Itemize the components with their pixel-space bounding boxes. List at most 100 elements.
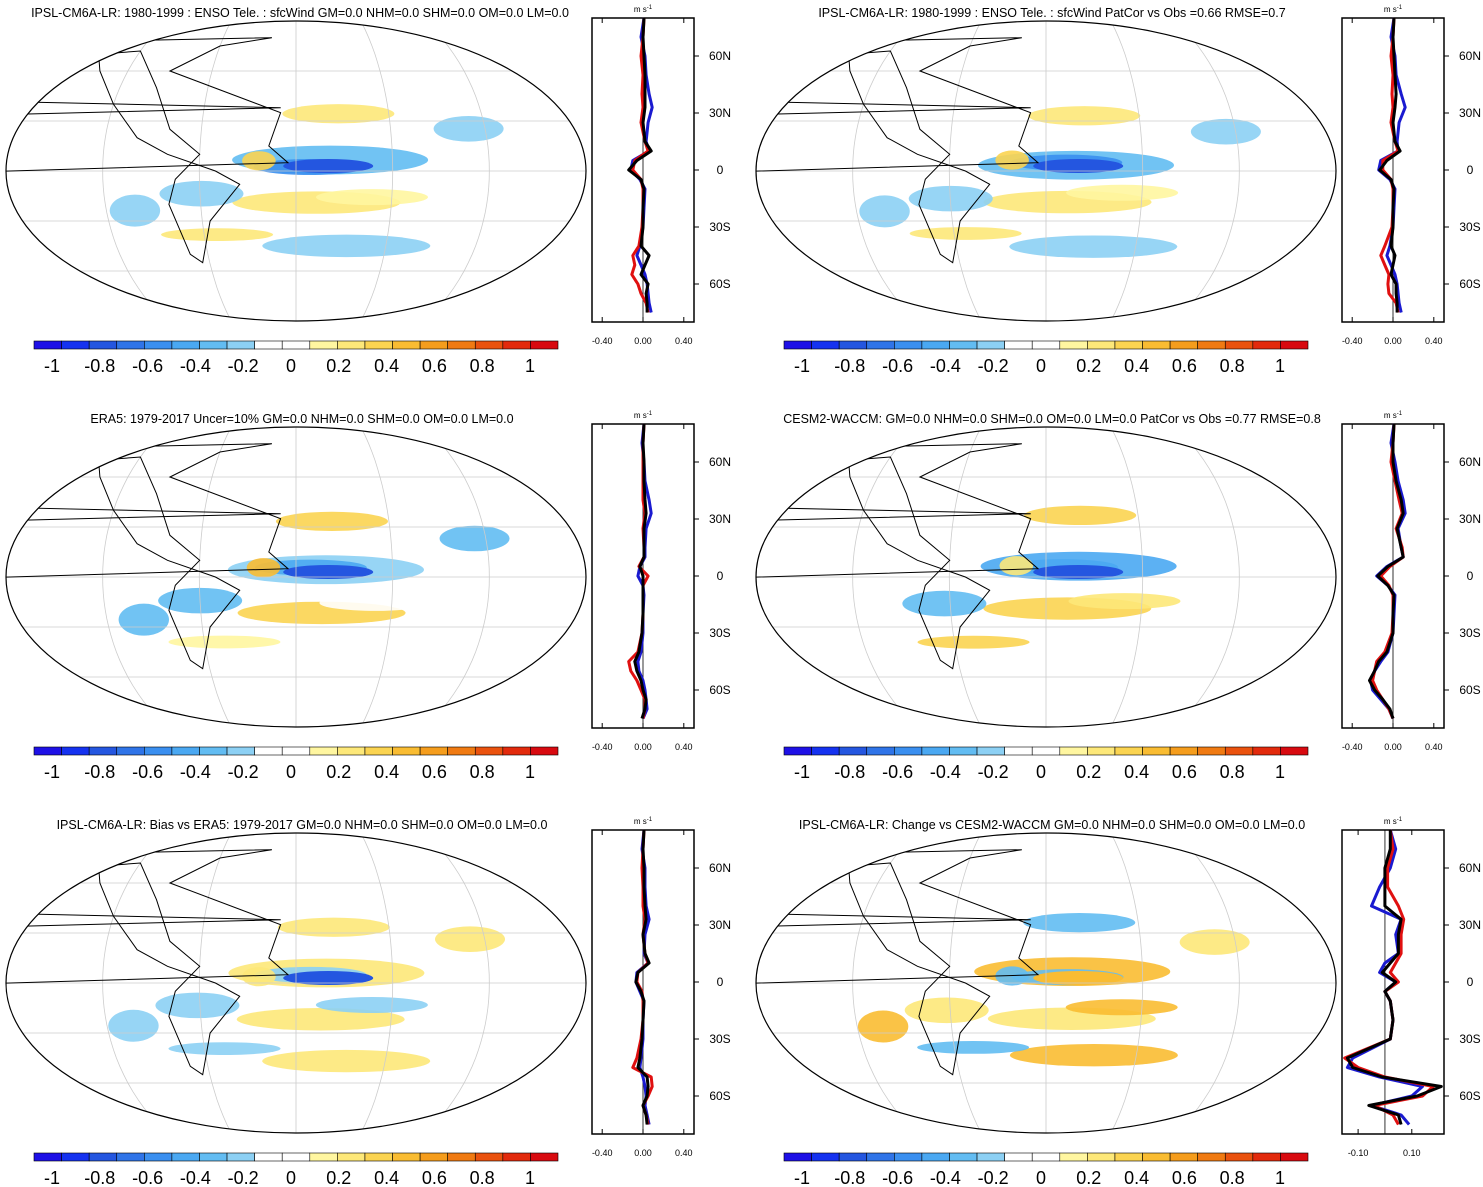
colorbar-swatch <box>1114 340 1143 350</box>
colorbar-swatch <box>226 340 255 350</box>
colorbar-swatch <box>811 1152 840 1162</box>
colorbar-swatch <box>1004 1152 1033 1162</box>
panel-1: IPSL-CM6A-LR: 1980-1999 : ENSO Tele. : s… <box>5 5 731 376</box>
unit-label: m s-1 <box>634 411 653 420</box>
colorbar-swatch <box>530 340 559 350</box>
x-tick-label: -0.40 <box>1342 742 1363 752</box>
colorbar-swatch <box>447 746 476 756</box>
colorbar-swatch <box>1031 746 1061 756</box>
anomaly-patch <box>282 104 395 124</box>
anomaly-patch <box>242 151 276 171</box>
colorbar-swatch <box>88 746 118 756</box>
anomaly-patch <box>1184 520 1255 547</box>
anomaly-patch <box>1006 638 1175 661</box>
colorbar-swatch <box>894 1152 923 1162</box>
coastline <box>848 862 991 1076</box>
colorbar-swatch <box>364 746 393 756</box>
anomaly-patch <box>319 594 432 611</box>
series-line-black <box>633 423 648 719</box>
colorbar-swatch <box>171 1152 200 1162</box>
colorbar-swatch <box>1004 340 1033 350</box>
colorbar-swatch <box>144 746 173 756</box>
colorbar-swatch <box>88 340 118 350</box>
lat-tick-label: 0 <box>1467 163 1474 177</box>
anomaly-patch <box>859 195 910 228</box>
colorbar-tick-label: -0.8 <box>84 1168 115 1187</box>
colorbar-swatch <box>1142 1152 1171 1162</box>
x-tick-label: 0.40 <box>675 742 693 752</box>
colorbar-swatch <box>976 746 1005 756</box>
colorbar-tick-label: 1 <box>525 356 535 376</box>
colorbar-tick-label: 0 <box>1036 762 1046 782</box>
colorbar-swatch <box>894 340 923 350</box>
lat-tick-label: 60S <box>709 683 730 697</box>
colorbar-swatch <box>392 1152 421 1162</box>
colorbar-swatch <box>949 746 978 756</box>
coastline <box>6 849 290 1041</box>
colorbar-swatch <box>838 340 868 350</box>
longitude-gridline <box>852 833 917 1133</box>
colorbar-swatch <box>530 746 559 756</box>
anomaly-core <box>1033 159 1124 173</box>
panel-4: CESM2-WACCM: GM=0.0 NHM=0.0 SHM=0.0 OM=0… <box>755 411 1481 782</box>
colorbar-tick-label: -0.2 <box>228 762 259 782</box>
colorbar-swatch <box>199 340 228 350</box>
anomaly-patch <box>1024 505 1137 525</box>
colorbar-swatch <box>116 746 145 756</box>
anomaly-patch <box>159 180 244 207</box>
longitude-gridline <box>1110 427 1144 727</box>
colorbar-tick-label: 0.2 <box>1076 1168 1101 1187</box>
panel-2: IPSL-CM6A-LR: 1980-1999 : ENSO Tele. : s… <box>755 5 1481 376</box>
anomaly-patch <box>908 185 993 212</box>
lat-tick-label: 30S <box>709 626 730 640</box>
panel-6: IPSL-CM6A-LR: Change vs CESM2-WACCM GM=0… <box>755 817 1481 1187</box>
colorbar-swatch <box>1142 340 1171 350</box>
anomaly-patch <box>1028 106 1141 126</box>
anomaly-patch <box>439 525 510 552</box>
coastlines <box>756 849 1040 1076</box>
colorbar-swatch <box>949 1152 978 1162</box>
colorbar-swatch <box>1280 340 1309 350</box>
colorbar-tick-label: -0.2 <box>228 1168 259 1187</box>
colorbar-tick-label: -0.8 <box>834 1168 865 1187</box>
longitude-gridline <box>425 833 490 1133</box>
coastlines <box>756 37 1040 264</box>
colorbar-swatch <box>783 340 812 350</box>
map-border <box>5 426 587 728</box>
x-tick-label: -0.10 <box>1348 1148 1369 1158</box>
colorbar-tick-label: 0.6 <box>422 356 447 376</box>
anomaly-patch <box>1179 929 1250 955</box>
colorbar-swatch <box>254 340 283 350</box>
lat-tick-label: 30S <box>1459 626 1480 640</box>
colorbar-tick-label: -0.4 <box>930 356 961 376</box>
series-line-black <box>634 829 651 1125</box>
colorbar-swatch <box>144 1152 173 1162</box>
colorbar-tick-label: -1 <box>44 1168 60 1187</box>
colorbar-swatch <box>1059 1152 1088 1162</box>
colorbar-swatch <box>171 746 200 756</box>
colorbar-tick-label: 0.8 <box>470 762 495 782</box>
anomaly-patch <box>1009 1043 1178 1067</box>
longitude-gridline <box>948 427 982 727</box>
colorbar-swatch <box>502 746 531 756</box>
colorbar-swatch <box>866 340 895 350</box>
colorbar-tick-label: 0.4 <box>1124 356 1149 376</box>
anomaly-patch <box>1009 235 1178 258</box>
colorbar-tick-label: -0.6 <box>882 762 913 782</box>
colorbar-swatch <box>33 1152 62 1162</box>
lat-tick-label: 30N <box>1459 512 1481 526</box>
colorbar-swatch <box>419 340 448 350</box>
colorbar-swatch <box>1252 746 1281 756</box>
colorbar-swatch <box>61 1152 90 1162</box>
lat-tick-label: 60N <box>1459 861 1481 875</box>
series-line-black <box>1378 17 1402 313</box>
lat-tick-label: 0 <box>1467 569 1474 583</box>
anomaly-patch <box>118 603 170 636</box>
anomaly-patch <box>435 926 506 952</box>
lat-tick-label: 30N <box>709 512 731 526</box>
anomaly-patch <box>168 635 281 649</box>
colorbar-tick-label: 0.8 <box>1220 356 1245 376</box>
colorbar-swatch <box>1142 746 1171 756</box>
coastline <box>98 862 241 1076</box>
colorbar-swatch <box>783 746 812 756</box>
